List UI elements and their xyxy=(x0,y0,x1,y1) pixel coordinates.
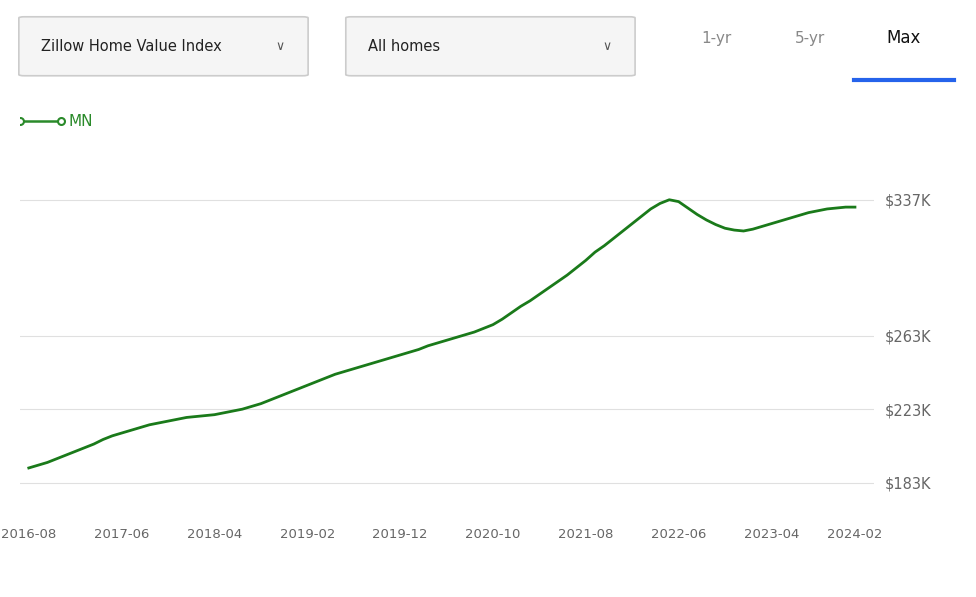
Text: 5-yr: 5-yr xyxy=(795,31,825,46)
Text: 1-yr: 1-yr xyxy=(702,31,731,46)
Text: Zillow Home Value Index: Zillow Home Value Index xyxy=(41,39,222,54)
Text: ∨: ∨ xyxy=(603,40,612,53)
Text: ∨: ∨ xyxy=(276,40,285,53)
Text: Max: Max xyxy=(886,29,921,47)
FancyBboxPatch shape xyxy=(19,17,308,76)
FancyBboxPatch shape xyxy=(346,17,635,76)
Text: All homes: All homes xyxy=(368,39,440,54)
Text: MN: MN xyxy=(68,113,94,129)
